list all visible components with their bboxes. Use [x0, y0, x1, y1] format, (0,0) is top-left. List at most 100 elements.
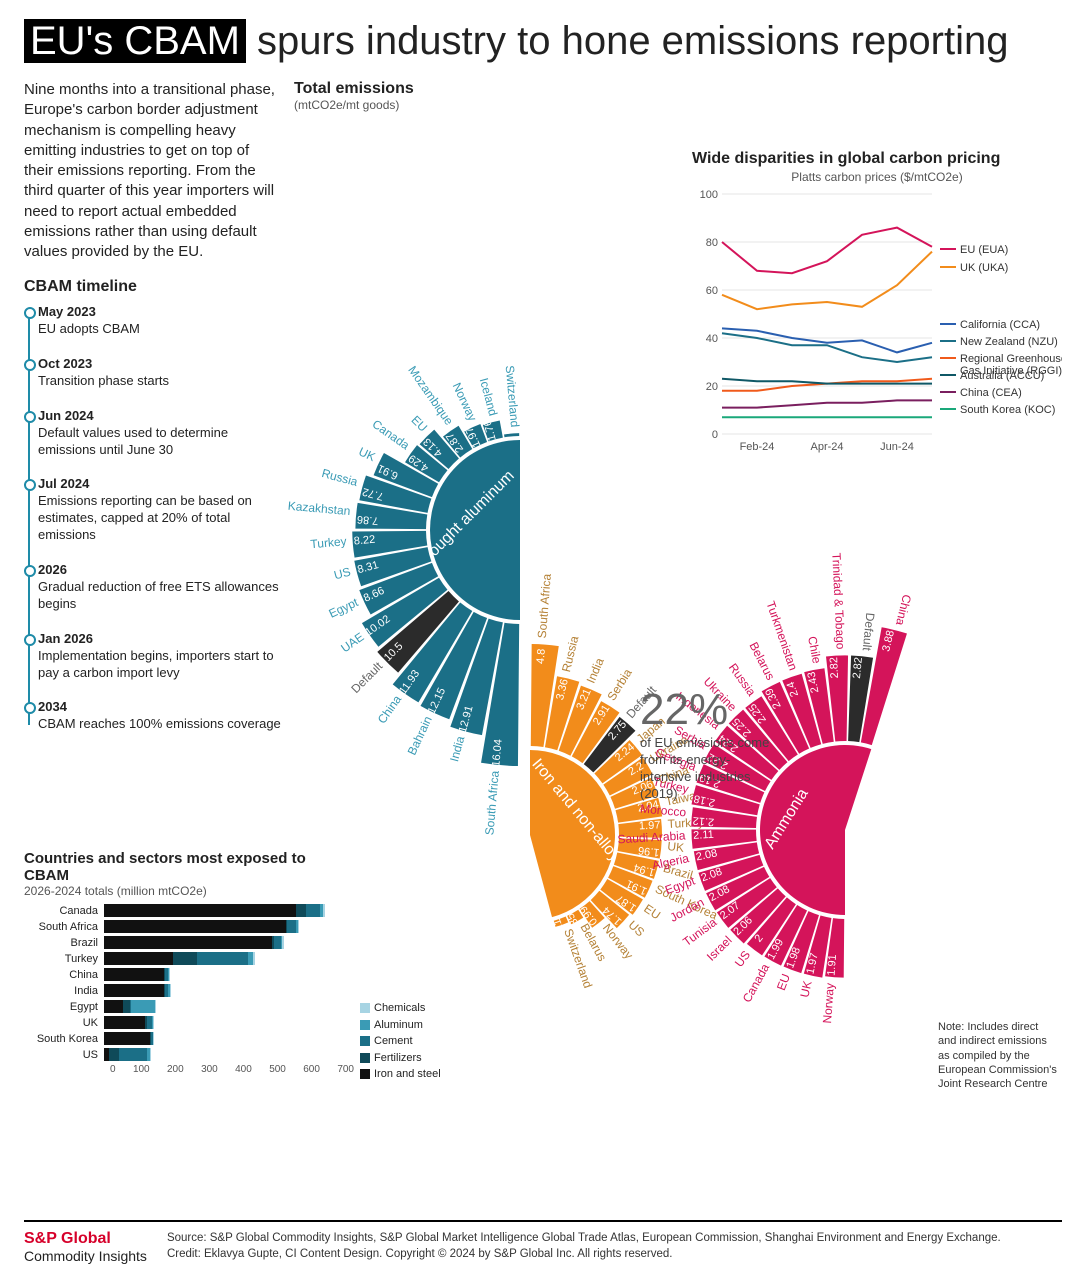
timeline-item: 2026Gradual reduction of free ETS allowa…	[38, 562, 282, 613]
center-stat: 22% of EU emissions come from its energy…	[640, 685, 780, 803]
svg-text:EU: EU	[408, 413, 430, 435]
svg-text:South Korea (KOC): South Korea (KOC)	[960, 404, 1055, 416]
svg-text:EU: EU	[641, 901, 663, 922]
legend-item: Chemicals	[360, 1000, 441, 1017]
svg-text:20: 20	[706, 381, 718, 393]
svg-text:Bahrain: Bahrain	[405, 714, 435, 757]
svg-text:8.22: 8.22	[353, 534, 375, 548]
svg-text:US: US	[626, 918, 648, 940]
svg-text:China: China	[893, 593, 914, 627]
svg-text:China (CEA): China (CEA)	[960, 387, 1022, 399]
svg-text:Belarus: Belarus	[746, 640, 777, 683]
svg-text:80: 80	[706, 237, 718, 249]
svg-text:Jun-24: Jun-24	[880, 441, 914, 453]
svg-text:Australia (ACCU): Australia (ACCU)	[960, 370, 1044, 382]
brand-logo: S&P Global Commodity Insights	[24, 1230, 147, 1264]
svg-text:UK: UK	[357, 444, 378, 464]
svg-text:UK: UK	[797, 979, 814, 998]
svg-text:California (CCA): California (CCA)	[960, 319, 1040, 331]
center-pct: 22%	[640, 685, 780, 735]
timeline-title: CBAM timeline	[24, 278, 282, 296]
svg-text:New Zealand (NZU): New Zealand (NZU)	[960, 336, 1058, 348]
stacked-row: South Africa	[24, 920, 354, 933]
svg-text:UAE: UAE	[338, 630, 366, 656]
svg-text:South Africa: South Africa	[482, 770, 502, 836]
legend-item: Aluminum	[360, 1017, 441, 1034]
svg-text:16.04: 16.04	[490, 739, 504, 767]
svg-text:Turkey: Turkey	[310, 534, 347, 551]
svg-text:Default: Default	[348, 659, 385, 696]
svg-text:2.82: 2.82	[851, 657, 865, 679]
timeline-item: Jul 2024Emissions reporting can be based…	[38, 476, 282, 544]
timeline-item: May 2023EU adopts CBAM	[38, 304, 282, 338]
svg-text:2.82: 2.82	[828, 657, 841, 679]
svg-text:Canada: Canada	[370, 417, 413, 453]
brand-line2: Commodity Insights	[24, 1248, 147, 1264]
radial-title: Total emissions	[294, 80, 414, 98]
svg-text:7.86: 7.86	[357, 513, 379, 527]
svg-text:Feb-24: Feb-24	[740, 441, 775, 453]
timeline-item: 2034CBAM reaches 100% emissions coverage	[38, 699, 282, 733]
page-title: EU's CBAM spurs industry to hone emissio…	[24, 18, 1062, 64]
svg-text:Kazakhstan: Kazakhstan	[287, 499, 351, 518]
svg-text:South Africa: South Africa	[535, 573, 554, 639]
stacked-title: Countries and sectors most exposed to CB…	[24, 850, 354, 884]
svg-text:EU: EU	[774, 972, 793, 993]
svg-text:Canada: Canada	[740, 961, 773, 1005]
svg-text:Chile: Chile	[805, 635, 824, 665]
title-highlight: EU's CBAM	[24, 19, 246, 63]
svg-text:Egypt: Egypt	[327, 595, 361, 621]
carbon-pricing-line-chart: Wide disparities in global carbon pricin…	[692, 150, 1062, 479]
svg-text:Norway: Norway	[820, 982, 837, 1024]
stacked-legend: ChemicalsAluminumCementFertilizersIron a…	[360, 1000, 441, 1083]
svg-text:2.12: 2.12	[692, 814, 714, 828]
stacked-row: China	[24, 968, 354, 981]
svg-text:Israel: Israel	[704, 933, 735, 964]
svg-text:2.11: 2.11	[693, 829, 714, 842]
stacked-row: South Korea	[24, 1032, 354, 1045]
svg-text:100: 100	[700, 189, 718, 201]
svg-text:Serbia: Serbia	[604, 666, 634, 703]
stacked-row: Canada	[24, 904, 354, 917]
line-chart-subtitle: Platts carbon prices ($/mtCO2e)	[692, 170, 1062, 184]
note-text: Note: Includes direct and indirect emiss…	[938, 1020, 1058, 1091]
timeline-item: Jun 2024Default values used to determine…	[38, 408, 282, 459]
svg-text:Switzerland: Switzerland	[503, 365, 522, 428]
svg-text:India: India	[584, 656, 607, 686]
stacked-row: UK	[24, 1016, 354, 1029]
svg-text:1.96: 1.96	[637, 844, 660, 858]
stacked-row: Egypt	[24, 1000, 354, 1013]
svg-text:4.8: 4.8	[535, 648, 548, 664]
stacked-row: Brazil	[24, 936, 354, 949]
brand-line1: S&P Global	[24, 1230, 147, 1248]
svg-text:1.91: 1.91	[825, 954, 839, 976]
svg-text:US: US	[332, 565, 352, 583]
svg-text:Trinidad & Tobago: Trinidad & Tobago	[829, 552, 847, 650]
stacked-subtitle: 2026-2024 totals (million mtCO2e)	[24, 884, 354, 898]
legend-item: Cement	[360, 1033, 441, 1050]
svg-text:US: US	[732, 948, 753, 970]
footer: S&P Global Commodity Insights Source: S&…	[24, 1220, 1062, 1264]
legend-item: Fertilizers	[360, 1050, 441, 1067]
radial-unit: (mtCO2e/mt goods)	[294, 98, 414, 112]
legend-item: Iron and steel	[360, 1066, 441, 1083]
svg-text:Default: Default	[860, 612, 878, 652]
svg-text:Russia: Russia	[559, 634, 581, 673]
svg-text:40: 40	[706, 333, 718, 345]
svg-text:Russia: Russia	[320, 466, 359, 489]
cbam-timeline: CBAM timeline May 2023EU adopts CBAM Oct …	[24, 278, 282, 733]
exposed-countries-chart: Countries and sectors most exposed to CB…	[24, 850, 354, 1075]
svg-text:60: 60	[706, 285, 718, 297]
svg-text:India: India	[447, 734, 467, 763]
timeline-item: Oct 2023Transition phase starts	[38, 356, 282, 390]
svg-text:Apr-24: Apr-24	[810, 441, 843, 453]
intro-paragraph: Nine months into a transitional phase, E…	[24, 80, 282, 262]
svg-text:UK (UKA): UK (UKA)	[960, 262, 1008, 274]
center-desc: of EU emissions come from its energy-int…	[640, 735, 780, 803]
timeline-item: Jan 2026Implementation begins, importers…	[38, 631, 282, 682]
title-rest: spurs industry to hone emissions reporti…	[246, 19, 1009, 63]
source-text: Source: S&P Global Commodity Insights, S…	[167, 1230, 1062, 1262]
line-chart-title: Wide disparities in global carbon pricin…	[692, 150, 1062, 168]
svg-text:0: 0	[712, 429, 718, 441]
svg-text:EU (EUA): EU (EUA)	[960, 244, 1008, 256]
